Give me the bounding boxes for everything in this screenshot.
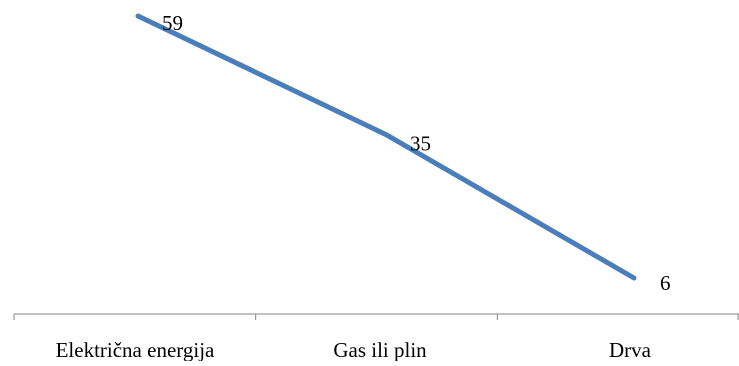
x-tick-label: Drva: [609, 338, 652, 361]
data-label: 35: [410, 132, 431, 156]
x-tick-label: Gas ili plin: [333, 338, 427, 361]
series-line: [135, 13, 637, 281]
data-label: 59: [162, 11, 183, 35]
x-tick-label: Električna energija: [56, 338, 215, 361]
data-label: 6: [660, 271, 671, 295]
